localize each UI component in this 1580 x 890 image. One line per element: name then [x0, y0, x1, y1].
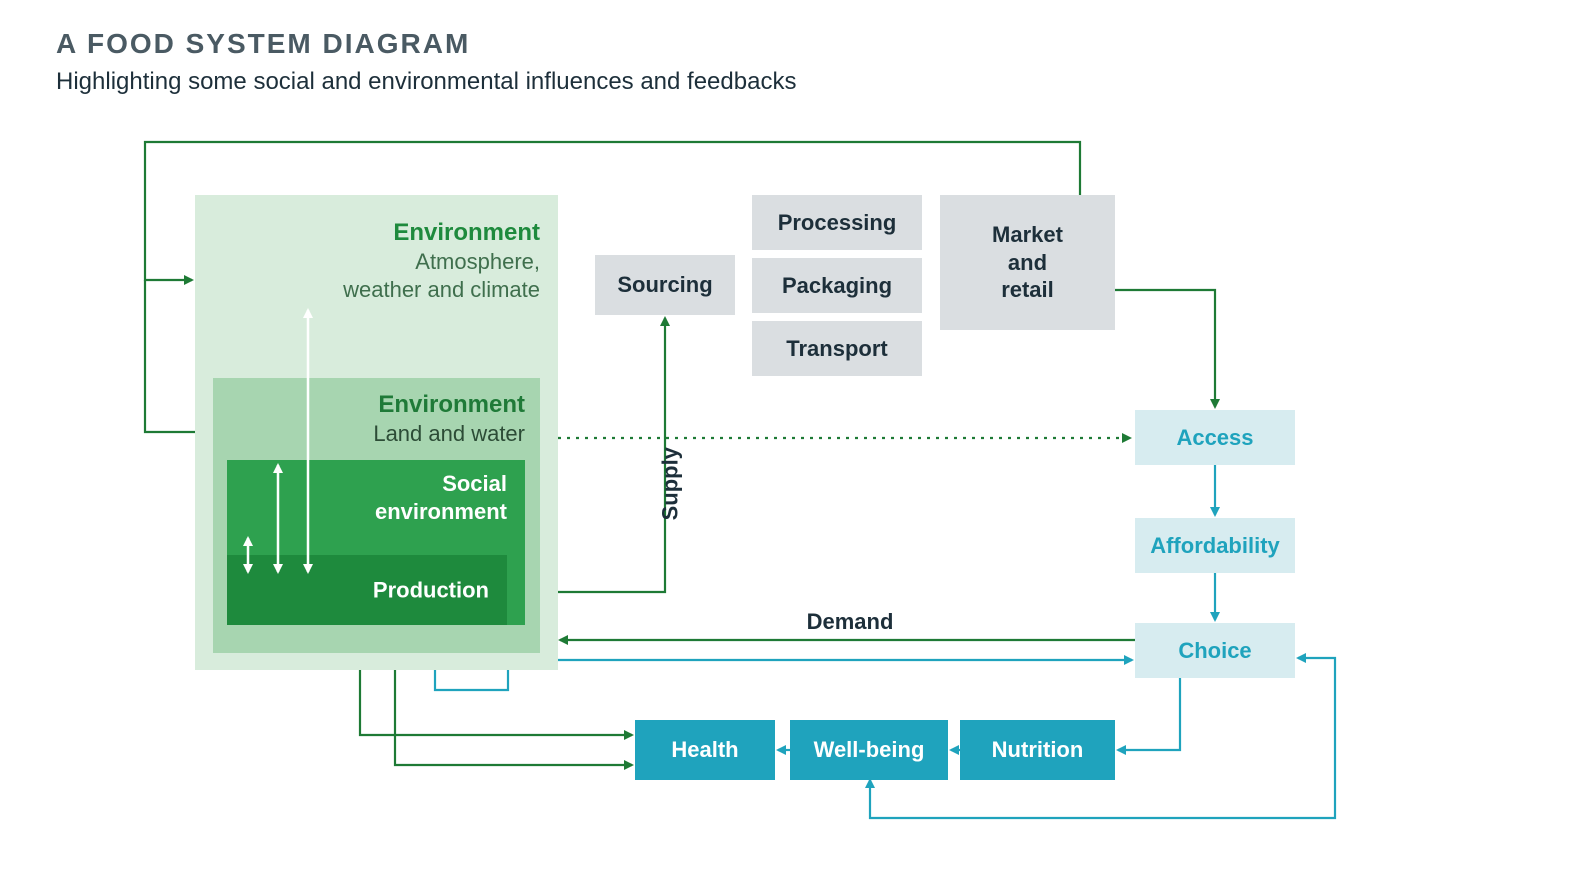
transport-box: Transport	[752, 321, 922, 376]
supply-label: Supply	[656, 424, 684, 544]
market-box: Marketandretail	[940, 195, 1115, 330]
page-title: A FOOD SYSTEM DIAGRAM	[56, 28, 470, 60]
choice-box: Choice	[1135, 623, 1295, 678]
env-outer-title: Environment Atmosphere,weather and clima…	[270, 218, 540, 303]
affordability-box: Affordability	[1135, 518, 1295, 573]
sourcing-box: Sourcing	[595, 255, 735, 315]
packaging-box: Packaging	[752, 258, 922, 313]
processing-box: Processing	[752, 195, 922, 250]
access-box: Access	[1135, 410, 1295, 465]
env-production-box: Production	[227, 555, 507, 625]
page-subtitle: Highlighting some social and environment…	[56, 68, 796, 96]
wellbeing-box: Well-being	[790, 720, 948, 780]
demand-label: Demand	[790, 608, 910, 636]
env-social-label: Socialenvironment	[375, 470, 507, 525]
diagram-canvas: A FOOD SYSTEM DIAGRAM Highlighting some …	[0, 0, 1580, 890]
health-box: Health	[635, 720, 775, 780]
nutrition-box: Nutrition	[960, 720, 1115, 780]
env-mid-title: Environment Land and water	[300, 390, 525, 448]
env-mid-sub: Land and water	[373, 421, 525, 446]
env-production-label: Production	[373, 576, 489, 604]
env-outer-sub: Atmosphere,weather and climate	[343, 249, 540, 302]
